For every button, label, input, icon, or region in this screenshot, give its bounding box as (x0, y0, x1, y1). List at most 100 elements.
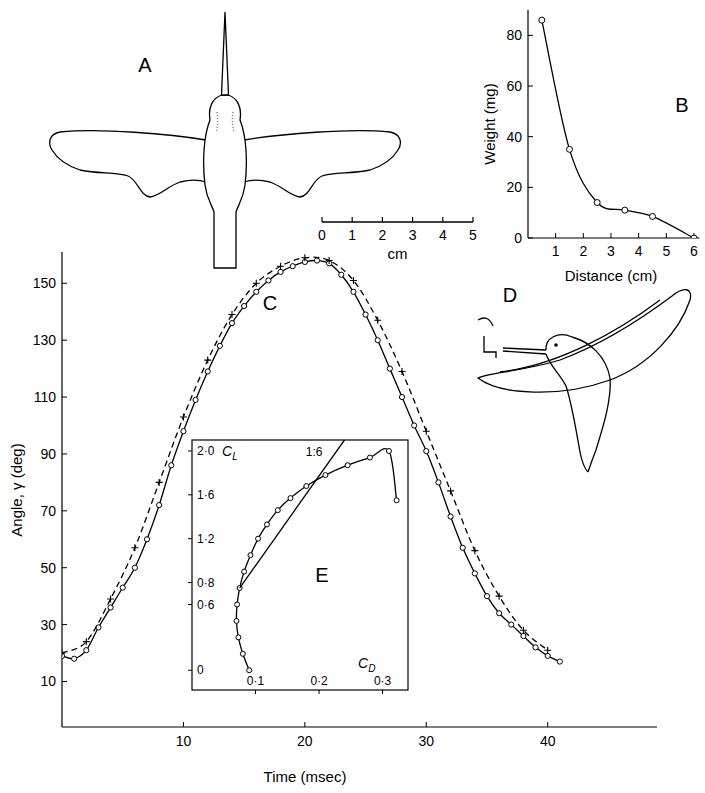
scale-tick (321, 217, 322, 222)
y-tick (528, 86, 533, 87)
marker (240, 651, 245, 656)
y-tick-label: 1·2 (197, 532, 215, 546)
marker (236, 635, 241, 640)
marker (374, 317, 381, 324)
series-line (542, 20, 694, 238)
marker (436, 480, 441, 485)
y-tick-label: 0·6 (197, 598, 215, 612)
scale-tick (412, 217, 413, 222)
y-axis-title: Angle, γ (deg) (8, 443, 25, 536)
panel-letter: D (503, 284, 517, 306)
plot-area (234, 440, 399, 673)
bird-bill (503, 348, 546, 354)
marker (193, 397, 198, 402)
series-line (240, 440, 345, 588)
marker (471, 547, 478, 554)
x-axis-title: Time (msec) (264, 768, 347, 785)
y-tick (62, 453, 67, 454)
marker (256, 536, 261, 541)
x-tick-label: 20 (297, 733, 313, 749)
marker (649, 213, 655, 219)
marker (622, 207, 628, 213)
y-tick-label: 1·6 (197, 488, 215, 502)
marker (242, 569, 247, 574)
line-label: 1:6 (306, 445, 323, 459)
y-tick-label: 2·0 (197, 444, 215, 458)
x-tick-label: 40 (540, 733, 556, 749)
y-tick-label: 60 (506, 78, 522, 94)
marker (83, 638, 90, 645)
marker (367, 455, 372, 460)
x-axis-title: Distance (cm) (565, 267, 658, 284)
y-tick (62, 567, 67, 568)
y-tick (62, 340, 67, 341)
x-tick (382, 690, 383, 694)
y-tick-label: 150 (33, 275, 57, 291)
bird-back (546, 335, 610, 472)
marker (594, 200, 600, 206)
feeder-hook (478, 318, 493, 326)
marker (351, 289, 356, 294)
marker (108, 605, 113, 610)
marker (386, 448, 391, 453)
marker (205, 369, 210, 374)
marker (72, 656, 77, 661)
marker (62, 650, 66, 657)
x-tick-label: 30 (418, 733, 434, 749)
marker (247, 668, 252, 673)
marker (264, 522, 269, 527)
marker (521, 633, 526, 638)
panel-c: 102030401030507090110130150Time (msec)An… (8, 252, 657, 785)
panel-e: 0·10·20·300·60·81·21·62·01:6CLCDE (188, 440, 408, 694)
feeder-bracket (484, 336, 496, 358)
panel-letter: C (263, 292, 277, 314)
x-tick-label: 5 (662, 243, 670, 259)
marker (448, 514, 453, 519)
inset-frame (192, 440, 408, 690)
y-tick (188, 582, 192, 583)
marker (412, 423, 417, 428)
marker (496, 593, 503, 600)
label-subscript: D (368, 663, 375, 674)
marker (566, 146, 572, 152)
marker (290, 264, 295, 269)
marker (387, 366, 392, 371)
scale-tick-label: 1 (348, 227, 356, 243)
y-axis-title: CL (222, 443, 238, 462)
marker (278, 269, 283, 274)
y-tick-label: 80 (506, 27, 522, 43)
marker (84, 648, 89, 653)
panel-d: D (478, 284, 691, 472)
label-subscript: L (232, 451, 238, 462)
x-tick (547, 722, 548, 727)
y-tick (528, 136, 533, 137)
y-tick (528, 35, 533, 36)
marker (242, 303, 247, 308)
x-tick-label: 6 (690, 243, 698, 259)
scale-tick (352, 217, 353, 222)
marker (423, 428, 430, 435)
left-wing (50, 131, 206, 197)
scale-tick-label: 3 (409, 227, 417, 243)
marker (254, 289, 259, 294)
bird-front (546, 354, 588, 472)
x-tick (555, 233, 556, 238)
marker (533, 645, 538, 650)
y-tick (188, 538, 192, 539)
y-tick (188, 670, 192, 671)
marker (266, 278, 271, 283)
scale-tick (382, 217, 383, 222)
x-tick (304, 722, 305, 727)
y-tick (62, 624, 67, 625)
marker (132, 565, 137, 570)
scale-unit: cm (388, 245, 408, 262)
y-axis-title: Weight (mg) (481, 83, 498, 164)
y-tick (62, 397, 67, 398)
marker (375, 338, 380, 343)
x-tick (638, 233, 639, 238)
x-tick (610, 233, 611, 238)
panel-letter: E (315, 564, 328, 586)
x-tick-label: 0·2 (310, 674, 328, 688)
y-tick (188, 450, 192, 451)
scale-tick-label: 0 (318, 227, 326, 243)
